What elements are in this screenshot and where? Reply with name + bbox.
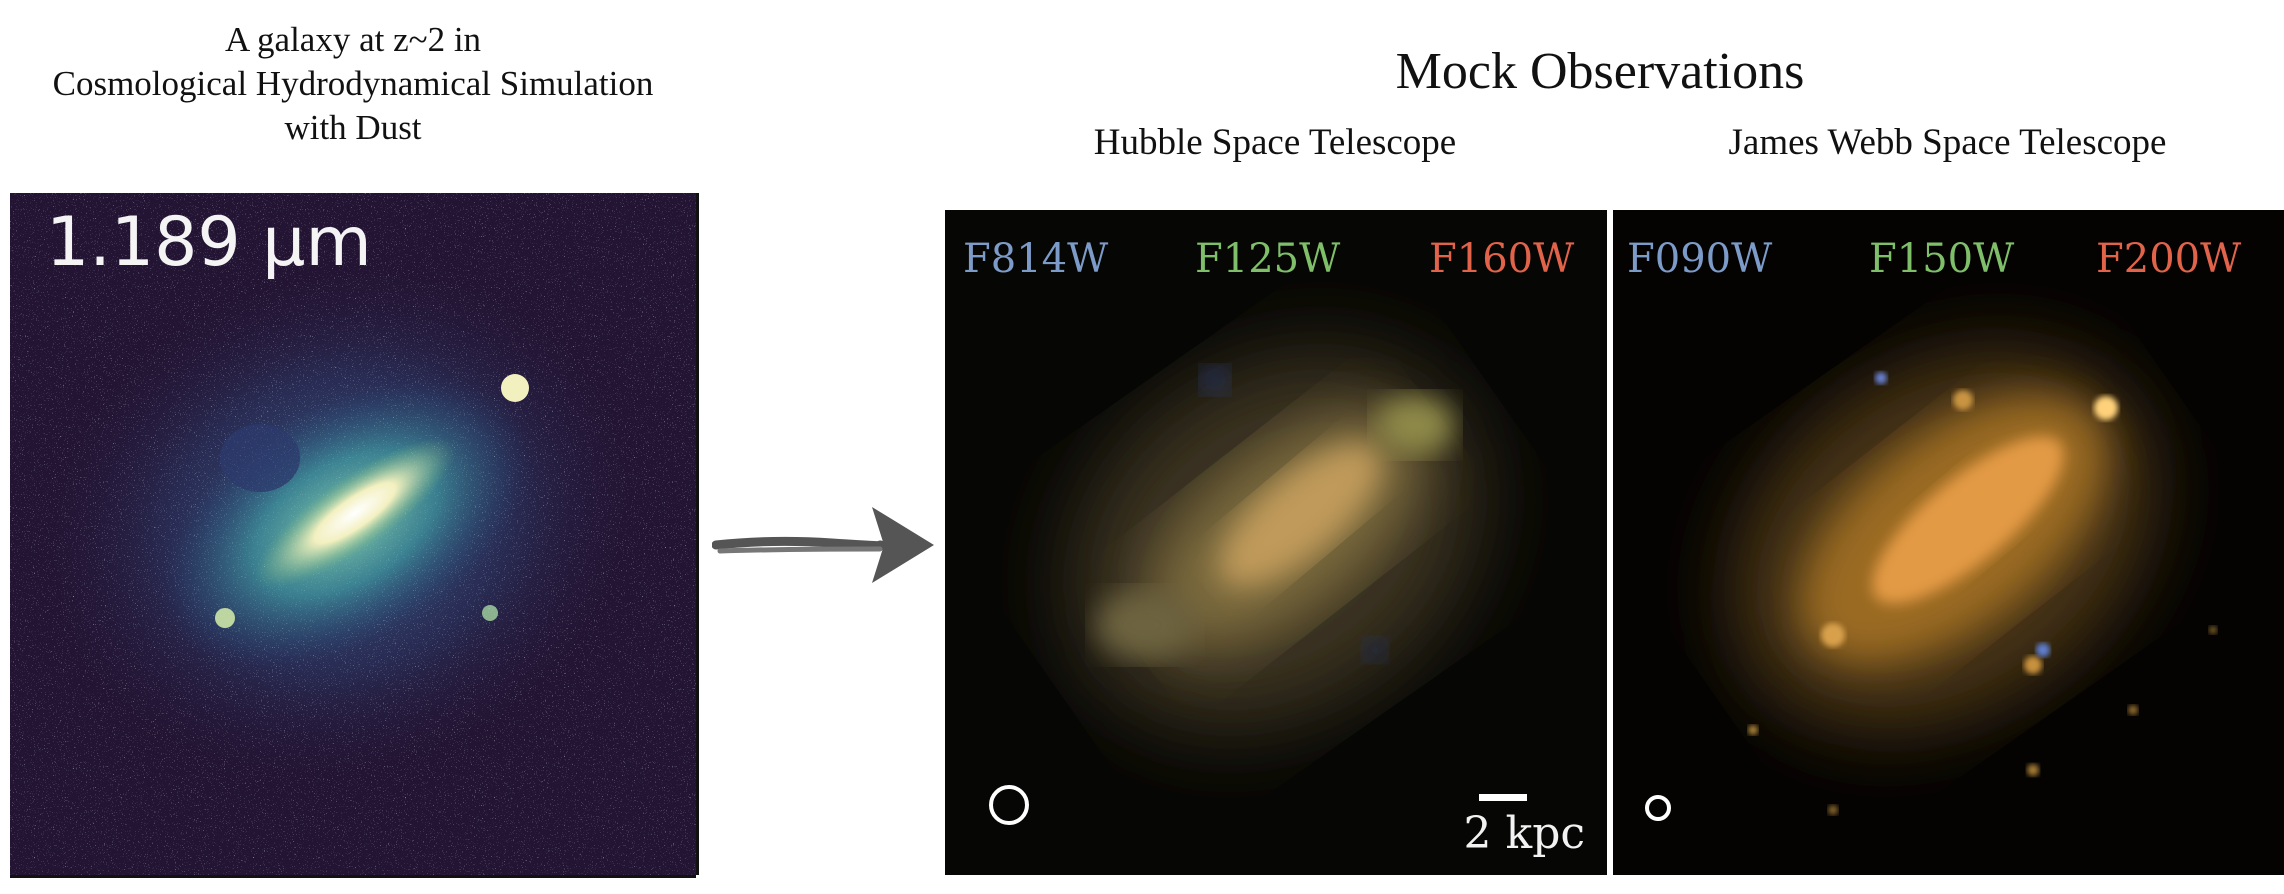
hst-galaxy-graphic <box>945 210 1607 875</box>
caption-line-2: Cosmological Hydrodynamical Simulation <box>52 64 654 103</box>
jwst-filter-f090w: F090W <box>1627 236 1773 282</box>
jwst-filter-f150w: F150W <box>1869 236 2015 282</box>
psf-circle-icon <box>1645 795 1671 821</box>
jwst-filter-f200w: F200W <box>2096 236 2242 282</box>
hst-filter-f160w: F160W <box>1429 236 1575 282</box>
psf-circle-icon <box>989 785 1029 825</box>
caption-line-1: A galaxy at z~2 in <box>224 20 482 59</box>
mock-observations-title: Mock Observations <box>1395 43 1805 100</box>
right-arrow-icon <box>711 505 938 590</box>
simulation-galaxy-graphic <box>10 193 696 875</box>
wavelength-label: 1.189 μm <box>46 203 372 282</box>
simulation-image: 1.189 μm <box>10 193 696 875</box>
hst-filter-f814w: F814W <box>963 236 1109 282</box>
jwst-title: James Webb Space Telescope <box>1728 122 2167 163</box>
scale-label: 2 kpc <box>1463 808 1585 859</box>
hst-mock-image: F814W F125W F160W 2 kpc <box>945 210 1607 875</box>
scale-bar <box>1479 794 1527 801</box>
simulation-caption: A galaxy at z~2 in Cosmological Hydrodyn… <box>0 18 706 150</box>
hst-filter-f125w: F125W <box>1195 236 1341 282</box>
jwst-mock-image: F090W F150W F200W <box>1613 210 2284 875</box>
jwst-galaxy-graphic <box>1613 210 2284 875</box>
caption-line-3: with Dust <box>284 108 422 147</box>
hst-title: Hubble Space Telescope <box>1093 122 1457 163</box>
panel-divider <box>1607 210 1613 875</box>
